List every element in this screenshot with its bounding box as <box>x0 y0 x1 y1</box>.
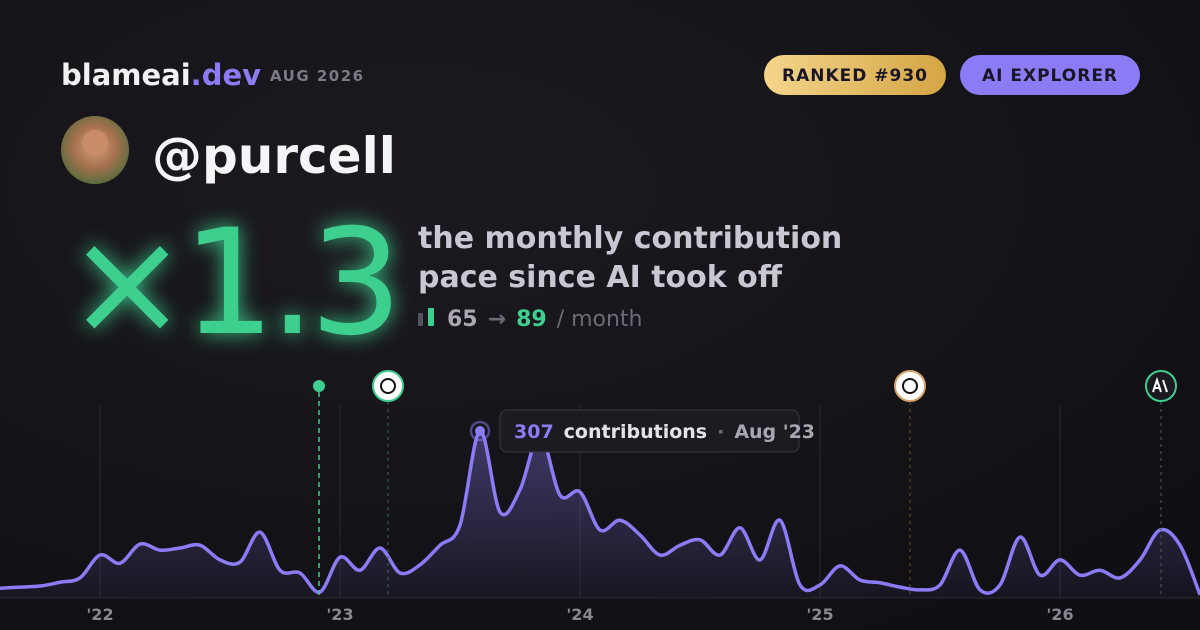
tooltip-date: Aug '23 <box>734 421 815 443</box>
chart: '22 '23 '24 '25 '26 307 contributions · Aug '23 <box>0 405 1200 624</box>
event-icon <box>902 378 918 394</box>
x-tick-label: '26 <box>1046 605 1073 624</box>
tooltip-text: 307 contributions · Aug '23 <box>514 421 815 443</box>
tooltip: 307 contributions · Aug '23 <box>499 409 815 453</box>
multiplier: ×1.3 <box>66 198 397 368</box>
brand-name: blameai <box>61 58 191 92</box>
pace-before: 65 <box>447 307 478 332</box>
peak-point <box>475 425 485 436</box>
event-icon <box>1145 370 1177 402</box>
pace-icon <box>428 308 434 326</box>
peak-ring <box>469 420 491 442</box>
event-icon <box>894 370 926 402</box>
event-icon <box>380 378 396 394</box>
tier-label: AI EXPLORER <box>982 66 1118 86</box>
rank-badge <box>764 55 946 95</box>
date: AUG 2026 <box>270 67 365 85</box>
pace-unit: / month <box>557 307 643 332</box>
x-tick-label: '25 <box>806 605 833 624</box>
tooltip-box <box>499 409 800 453</box>
handle: @purcell <box>152 127 396 185</box>
caption-line: the monthly contribution <box>418 221 842 256</box>
brand: blameai.dev <box>61 58 261 92</box>
tooltip-value: 307 <box>514 421 554 443</box>
x-tick-label: '23 <box>326 605 353 624</box>
event-icon <box>1152 376 1168 393</box>
tooltip-unit: contributions <box>564 421 707 443</box>
tier-badge <box>960 55 1140 95</box>
area <box>0 430 1200 598</box>
tooltip-sep: · <box>717 421 724 443</box>
event-dot <box>313 380 325 392</box>
pace-after: 89 <box>516 307 547 332</box>
caption-line: pace since AI took off <box>418 260 783 295</box>
event-icon <box>372 370 404 402</box>
avatar-face <box>82 130 108 156</box>
rank-label: RANKED #930 <box>782 66 928 86</box>
pace-icon <box>418 313 423 326</box>
x-tick-label: '22 <box>86 605 113 624</box>
brand-tld: .dev <box>191 58 261 92</box>
line <box>0 429 1200 596</box>
x-tick-label: '24 <box>566 605 593 624</box>
pace-stats: 65 → 89 / month <box>447 307 643 332</box>
pace-arrow: → <box>488 307 506 332</box>
